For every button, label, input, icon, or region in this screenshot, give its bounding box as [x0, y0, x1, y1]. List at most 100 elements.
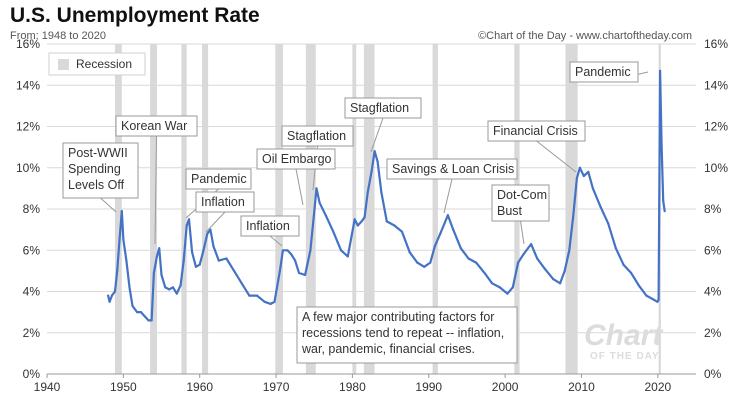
callout-box — [240, 215, 300, 237]
data-point — [263, 300, 266, 303]
data-point — [278, 269, 281, 272]
data-point — [160, 273, 163, 277]
recession-band — [352, 44, 357, 374]
callout-text: Spending — [68, 162, 121, 176]
data-point — [607, 222, 610, 225]
data-point — [118, 238, 121, 241]
x-tick-label: 1990 — [415, 380, 442, 394]
y-tick-label-right: 10% — [704, 161, 728, 175]
callout-leader — [205, 211, 226, 233]
callout-box — [386, 158, 518, 180]
data-point — [575, 177, 579, 180]
data-point — [380, 191, 383, 194]
data-point — [385, 220, 388, 223]
data-point — [446, 214, 449, 217]
callout-text: Oil Embargo — [262, 152, 332, 166]
callout-leader — [443, 178, 453, 214]
y-tick-label-left: 0% — [23, 367, 41, 381]
data-point — [491, 282, 494, 285]
recession-band — [363, 44, 375, 374]
data-point — [147, 319, 150, 322]
data-point — [297, 271, 301, 274]
callout-text: Pandemic — [575, 65, 631, 79]
legend-recession-swatch — [58, 59, 69, 70]
data-point — [116, 269, 119, 272]
axes: 0% 0% 2% 2% 4% 4% 6% 6% 8% 8% 10% 10% 12% 12% 14% 14% 16… — [16, 37, 728, 394]
callout-box — [256, 148, 336, 170]
data-point — [459, 247, 462, 250]
data-point — [179, 284, 182, 287]
watermark-text: Chart — [584, 319, 664, 352]
data-point — [522, 253, 525, 256]
annotation-callout: Dot-Com Bust — [491, 184, 550, 245]
data-point — [185, 224, 188, 227]
data-point — [614, 247, 617, 250]
callout-text: Levels Off — [68, 178, 125, 192]
callout-leader — [520, 220, 525, 245]
callout-text: Inflation — [246, 219, 290, 233]
data-point — [120, 210, 123, 213]
recession-band — [114, 44, 122, 374]
data-point — [240, 282, 243, 285]
chart-credit: ©Chart of the Day - www.chartoftheday.co… — [478, 30, 692, 42]
data-point — [139, 311, 142, 314]
data-point — [248, 294, 251, 297]
annotations: Post-WWII Spending Levels Off Korean War Pan… — [62, 61, 649, 364]
data-point — [563, 269, 566, 272]
data-point — [662, 199, 665, 202]
data-point — [568, 249, 571, 252]
y-tick-label-left: 2% — [23, 326, 41, 340]
x-tick-label: 2010 — [568, 380, 595, 394]
data-point — [578, 166, 582, 169]
data-point — [315, 187, 318, 190]
data-point — [373, 150, 376, 153]
data-point — [108, 300, 111, 303]
data-point — [312, 218, 315, 221]
annotation-callout: Inflation — [195, 191, 255, 233]
data-point — [122, 238, 125, 241]
data-point — [152, 271, 155, 274]
legend: Recession — [48, 52, 146, 76]
data-point — [637, 284, 640, 287]
data-point — [530, 243, 533, 246]
annotation-callout: Inflation — [240, 215, 300, 247]
data-point — [113, 290, 117, 293]
y-tick-label-right: 16% — [704, 37, 728, 51]
data-point — [206, 232, 209, 235]
callout-text: Pandemic — [191, 172, 247, 186]
unemployment-line — [107, 69, 666, 322]
data-point — [233, 269, 236, 272]
data-point — [269, 302, 272, 305]
legend-recession-label: Recession — [76, 57, 132, 71]
data-point — [255, 294, 259, 297]
data-point — [217, 259, 220, 262]
recession-band — [181, 44, 187, 374]
data-point — [517, 261, 520, 264]
y-tick-label-right: 8% — [704, 202, 722, 216]
recession-band — [565, 44, 578, 374]
callout-box — [487, 120, 586, 142]
data-point — [346, 255, 349, 258]
data-point — [582, 174, 585, 178]
chart-subtitle: From: 1948 to 2020 — [10, 30, 107, 42]
callout-text: Dot-Com — [497, 188, 547, 202]
callout-box — [62, 142, 139, 199]
data-point — [125, 259, 128, 262]
callout-text: Stagflation — [287, 129, 346, 143]
data-point — [423, 265, 426, 268]
data-point — [171, 286, 175, 289]
data-point — [591, 187, 595, 190]
data-point — [536, 257, 539, 260]
data-point — [416, 261, 419, 264]
data-point — [572, 216, 575, 219]
y-tick-label-left: 12% — [16, 120, 40, 134]
annotation-callout: A few major contributing factors for rece… — [296, 306, 518, 364]
callout-text: Financial Crisis — [493, 124, 578, 138]
data-point — [543, 267, 546, 270]
data-point — [202, 249, 205, 252]
y-tick-label-right: 14% — [704, 78, 728, 92]
data-point — [209, 228, 212, 231]
data-point — [332, 230, 335, 233]
data-point — [225, 257, 228, 260]
data-point — [393, 224, 396, 227]
